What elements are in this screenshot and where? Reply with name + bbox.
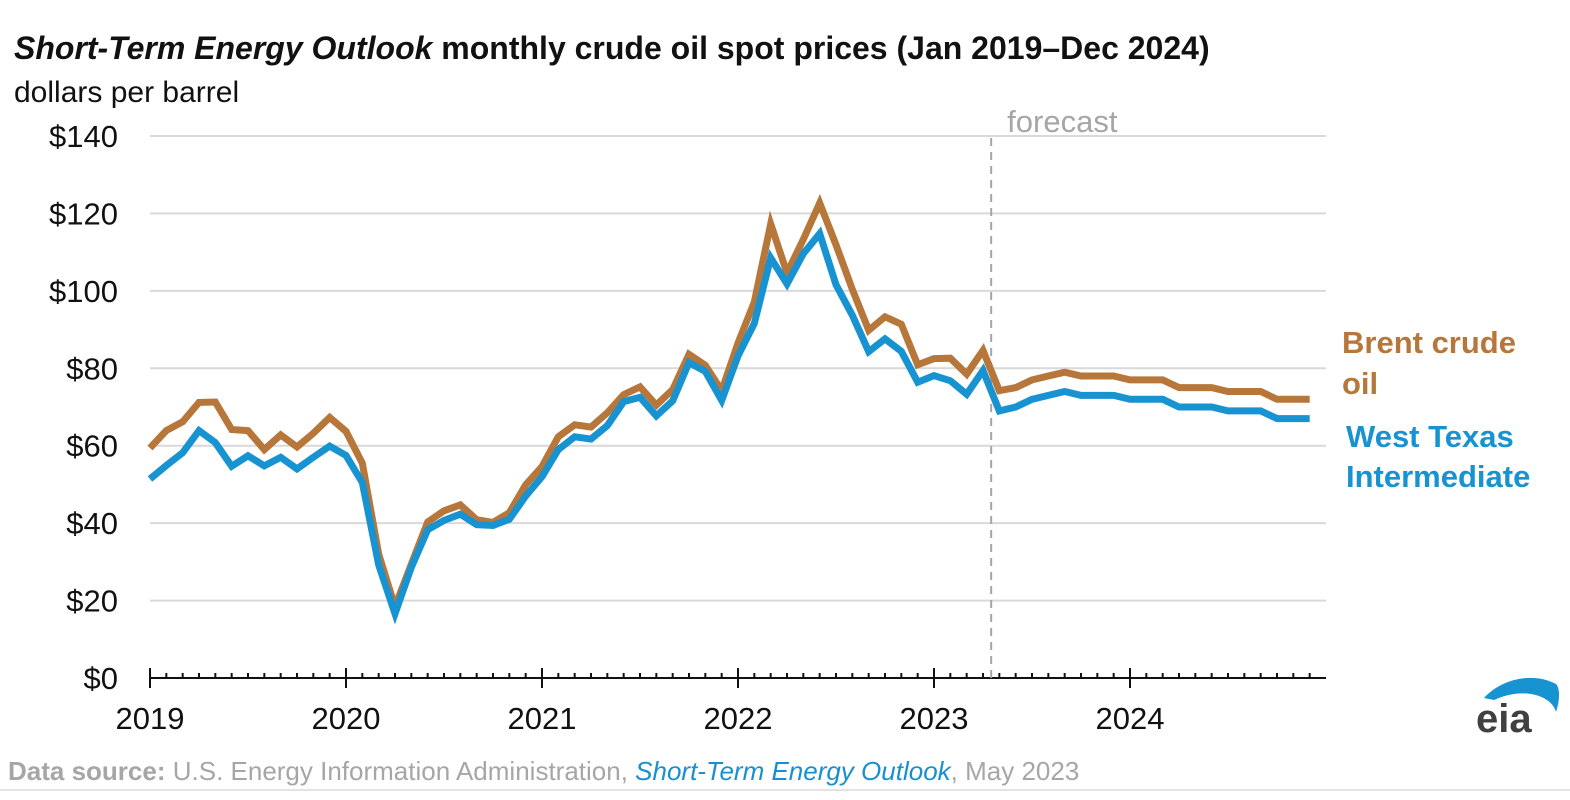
eia-logo-swoosh <box>1484 677 1559 712</box>
y-tick-label: $120 <box>49 196 118 231</box>
y-tick-label: $60 <box>66 429 118 464</box>
x-tick-label: 2021 <box>508 701 577 736</box>
brent-crude-label-line: oil <box>1342 366 1378 401</box>
data-source-note: Data source: U.S. Energy Information Adm… <box>8 756 1079 787</box>
y-tick-label: $20 <box>66 584 118 619</box>
chart-title-rest: monthly crude oil spot prices (Jan 2019–… <box>432 30 1210 66</box>
series-lines <box>147 193 1310 625</box>
y-tick-label: $100 <box>49 274 118 309</box>
brent-crude-label-line: Brent crude <box>1342 325 1516 360</box>
y-tick-label: $80 <box>66 351 118 386</box>
x-axis: 2019 2020 2021 2022 2023 2024 <box>116 668 1326 736</box>
brent-crude-line <box>147 193 1310 618</box>
x-tick-label: 2020 <box>312 701 381 736</box>
source-label: Data source: <box>8 756 166 786</box>
forecast-label: forecast <box>1007 104 1118 139</box>
wti-label-line: West Texas <box>1346 419 1514 454</box>
x-tick-label: 2023 <box>900 701 969 736</box>
gridlines <box>150 135 1326 602</box>
eia-logo-icon: eia <box>1476 677 1559 740</box>
source-text-1: U.S. Energy Information Administration, <box>165 756 636 786</box>
y-tick-label: $140 <box>49 119 118 154</box>
y-axis-ticks: $0 $20 $40 $60 $80 $100 $120 $140 <box>49 119 118 696</box>
chart-subtitle: dollars per barrel <box>14 76 240 109</box>
footer-divider <box>0 789 1570 791</box>
wti-label-line: Intermediate <box>1346 459 1530 494</box>
x-tick-label: 2022 <box>704 701 773 736</box>
wti-line <box>147 226 1310 625</box>
x-tick-label: 2024 <box>1096 701 1165 736</box>
chart-title-italic: Short-Term Energy Outlook <box>14 30 433 66</box>
x-tick-label: 2019 <box>116 701 185 736</box>
eia-logo-text: eia <box>1476 697 1532 740</box>
source-publication-link[interactable]: Short-Term Energy Outlook <box>635 756 951 786</box>
y-tick-label: $40 <box>66 506 118 541</box>
y-tick-label: $0 <box>84 661 118 696</box>
chart-title: Short-Term Energy Outlook monthly crude … <box>14 30 1210 67</box>
forecast-marker: forecast <box>990 104 1118 678</box>
series-labels: Brent crude oil West Texas Intermediate <box>1342 325 1530 494</box>
source-text-2: , May 2023 <box>950 756 1080 786</box>
